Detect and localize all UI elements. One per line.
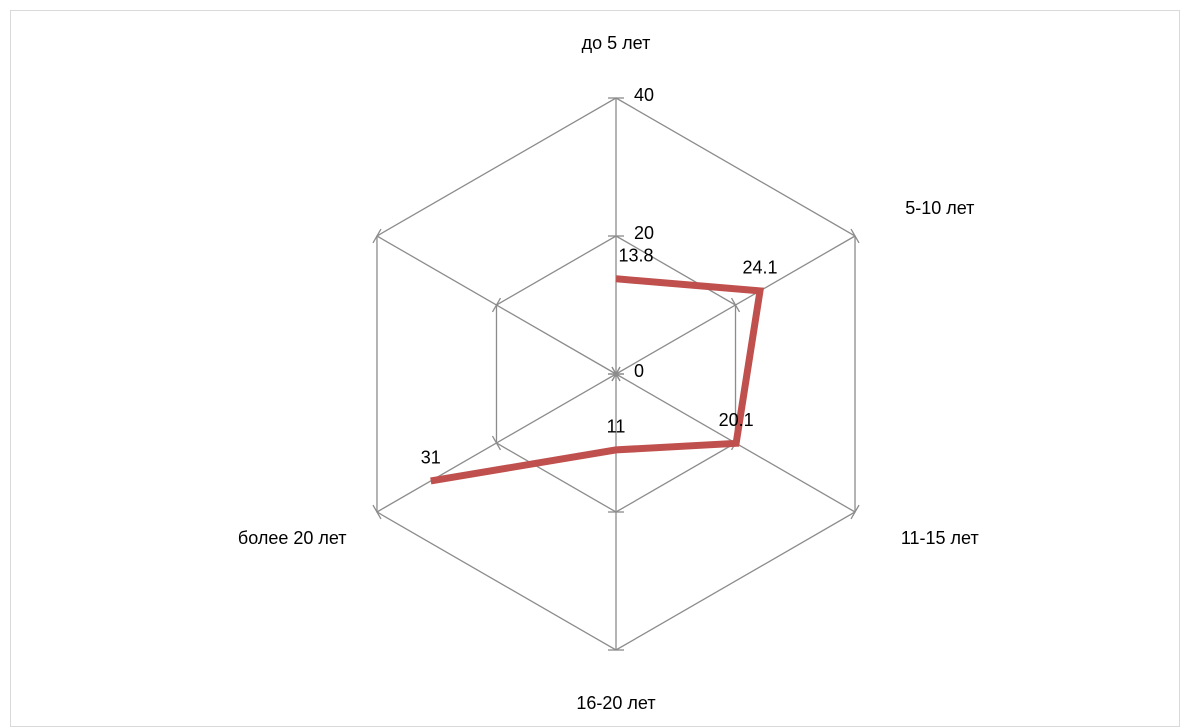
tick-mark (372, 228, 382, 244)
category-label: 11-15 лет (901, 528, 979, 548)
tick-label: 40 (634, 85, 654, 105)
data-label: 13.8 (618, 246, 653, 266)
data-label: 24.1 (742, 258, 777, 278)
category-label: 5-10 лет (905, 198, 974, 218)
tick-mark (850, 504, 860, 520)
chart-frame (10, 10, 1180, 727)
tick-mark (730, 297, 741, 313)
tick-label: 0 (634, 361, 644, 381)
category-label: более 20 лет (238, 528, 347, 548)
tick-mark (611, 366, 621, 382)
tick-label: 20 (634, 223, 654, 243)
category-label: 16-20 лет (576, 693, 655, 713)
tick-mark (491, 297, 502, 313)
data-label: 20.1 (719, 410, 754, 430)
data-label: 11 (607, 417, 626, 437)
tick-mark (372, 504, 382, 520)
series-line (430, 275, 765, 485)
category-label: до 5 лет (582, 33, 651, 53)
tick-mark (491, 435, 502, 451)
tick-mark (850, 228, 860, 244)
data-label: 31 (421, 448, 441, 468)
